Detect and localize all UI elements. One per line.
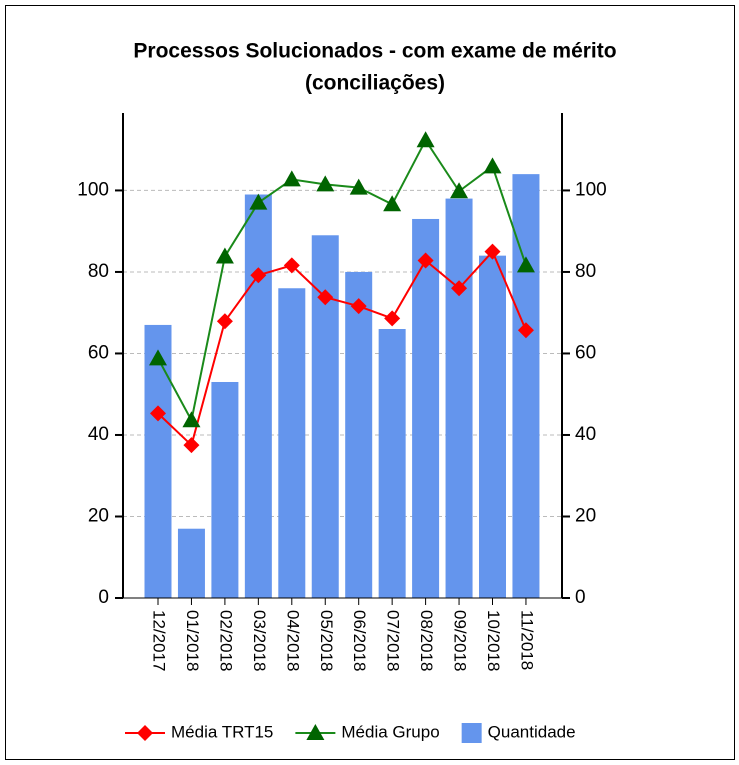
marker — [215, 247, 234, 264]
chart-title: (conciliações) — [305, 72, 445, 95]
marker — [483, 157, 502, 174]
bar — [479, 255, 506, 598]
bar — [144, 324, 172, 598]
line — [157, 249, 527, 448]
marker — [517, 322, 534, 339]
marker — [450, 182, 469, 199]
marker — [350, 298, 367, 315]
x-tick-label: 09/2018 — [451, 610, 470, 671]
bar — [211, 381, 239, 598]
marker — [416, 131, 435, 148]
y2-tick-label: 40 — [575, 424, 596, 445]
x-tick-label: 04/2018 — [283, 610, 302, 671]
marker — [349, 178, 368, 195]
y-tick-label: 100 — [77, 179, 109, 200]
marker — [316, 175, 335, 192]
x-tick-label: 01/2018 — [183, 610, 202, 671]
marker — [250, 267, 267, 284]
bar — [345, 271, 373, 598]
bar — [512, 174, 540, 598]
x-tick-label: 05/2018 — [317, 610, 336, 671]
marker — [306, 724, 325, 740]
y2-tick-label: 100 — [575, 179, 607, 200]
y-tick-label: 60 — [88, 342, 109, 363]
marker — [149, 349, 167, 366]
marker — [216, 313, 233, 330]
y-tick-label: 0 — [98, 587, 109, 608]
marker — [317, 289, 334, 306]
marker — [183, 437, 200, 454]
marker — [384, 310, 401, 327]
x-tick-label: 07/2018 — [384, 610, 403, 671]
marker — [516, 256, 535, 273]
x-tick-label: 10/2018 — [484, 610, 503, 671]
bar — [244, 194, 272, 598]
bar — [412, 218, 440, 599]
legend-label: Média TRT15 — [171, 722, 273, 741]
y2-tick-label: 80 — [575, 261, 596, 282]
y-tick-label: 20 — [88, 506, 109, 527]
marker — [283, 257, 300, 274]
y2-tick-label: 20 — [575, 506, 596, 527]
legend-label: Média Grupo — [341, 722, 439, 741]
marker — [249, 193, 268, 210]
marker — [484, 243, 501, 260]
marker — [150, 405, 166, 422]
bar — [445, 198, 473, 598]
y2-tick-label: 60 — [575, 342, 596, 363]
bar — [278, 288, 306, 598]
bar — [378, 329, 406, 598]
marker — [182, 411, 201, 428]
chart-title: Processos Solucionados - com exame de mé… — [133, 40, 616, 63]
y-tick-label: 80 — [88, 261, 109, 282]
x-tick-label: 08/2018 — [417, 610, 436, 671]
x-tick-label: 11/2018 — [517, 610, 536, 670]
bar — [177, 528, 205, 598]
legend-label: Quantidade — [488, 722, 576, 741]
marker — [451, 280, 468, 297]
marker — [137, 725, 153, 741]
x-tick-label: 02/2018 — [216, 610, 235, 671]
x-tick-label: 03/2018 — [250, 610, 269, 671]
marker — [282, 170, 301, 187]
y-tick-label: 40 — [88, 424, 109, 445]
y2-tick-label: 0 — [575, 587, 586, 608]
x-tick-label: 06/2018 — [350, 610, 369, 671]
legend-swatch — [461, 723, 482, 743]
x-tick-label: 12/2017 — [150, 610, 169, 671]
marker — [417, 252, 434, 269]
line — [157, 138, 527, 424]
marker — [383, 195, 402, 212]
